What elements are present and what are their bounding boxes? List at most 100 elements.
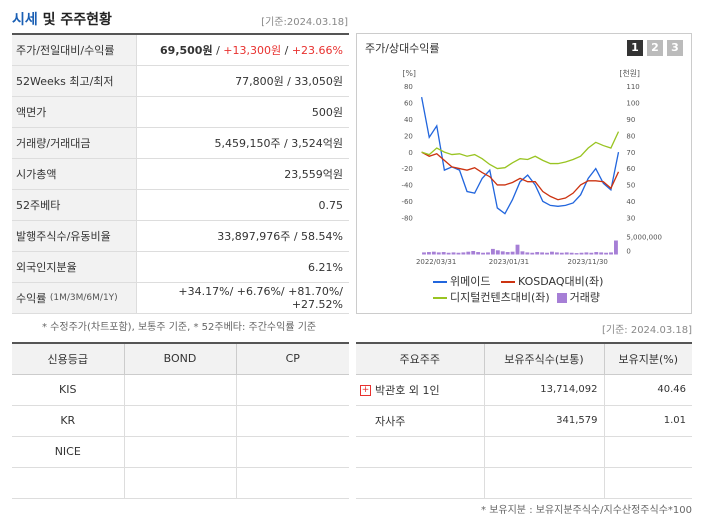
table-row: [356, 467, 692, 499]
table-row: KIS: [12, 374, 349, 406]
volume-bar: [535, 252, 540, 255]
table-row: 거래량/거래대금 5,459,150주 / 3,524억원: [12, 128, 349, 159]
volume-bar: [481, 252, 485, 255]
footnote: * 보유지분 : 보유지분주식수/지수산정주식수*100: [481, 505, 692, 516]
credit-rating-table: 신용등급 BOND CP KIS KR NICE: [12, 342, 349, 499]
right-tick-label: 30: [626, 214, 635, 222]
volume-bar: [574, 253, 579, 255]
series-line-0: [420, 97, 620, 215]
volume-zero-label: 0: [626, 248, 630, 256]
volume-bar: [540, 252, 545, 255]
table-row: 52Weeks 최고/최저 77,800원 / 33,050원: [12, 66, 349, 97]
right-tick-label: 90: [626, 116, 635, 124]
volume-bar: [476, 252, 481, 255]
series-line-1: [421, 151, 620, 201]
volume-bar: [604, 252, 609, 255]
right-tick-label: 60: [626, 165, 635, 173]
major-holders-table: 주요주주 보유주식수(보통) 보유지분(%) + 박관호 외 1인 13,714,…: [356, 342, 692, 499]
x-tick-label: 2022/03/31: [416, 258, 456, 266]
volume-bar: [422, 252, 426, 255]
right-tick-label: 50: [626, 182, 635, 190]
volume-bar: [614, 240, 618, 255]
expand-icon[interactable]: +: [360, 385, 371, 396]
x-tick-label: 2023/11/30: [568, 258, 608, 266]
volume-bar: [520, 251, 525, 255]
volume-bar: [599, 252, 604, 255]
left-tick-label: 80: [404, 83, 413, 91]
base-date: [기준:2024.03.18]: [261, 17, 348, 28]
left-tick-label: -20: [401, 165, 412, 173]
volume-bar: [486, 252, 490, 255]
volume-bar: [515, 244, 520, 255]
volume-bar: [525, 252, 530, 255]
right-tick-label: 40: [626, 198, 635, 206]
volume-bar: [466, 251, 471, 255]
x-tick-label: 2023/01/31: [489, 258, 529, 266]
legend-item: KOSDAQ대비(좌): [500, 275, 603, 288]
right-axis-label: [천원]: [619, 68, 640, 78]
volume-bar: [495, 250, 500, 255]
volume-bar: [594, 252, 599, 255]
table-row: 외국인지분율 6.21%: [12, 252, 349, 283]
volume-bar: [510, 251, 515, 255]
left-tick-label: -40: [401, 182, 412, 190]
volume-bar: [584, 252, 589, 255]
volume-bar: [545, 252, 549, 255]
table-row: 52주베타 0.75: [12, 190, 349, 221]
left-tick-label: -60: [401, 198, 412, 206]
volume-bar: [559, 252, 564, 255]
volume-tick-label: 5,000,000: [626, 234, 662, 242]
table-row: [356, 436, 692, 468]
series-line-2: [421, 131, 620, 170]
left-tick-label: -80: [401, 214, 412, 222]
left-tick-label: 60: [404, 100, 413, 108]
table-row: 발행주식수/유동비율 33,897,976주 / 58.54%: [12, 221, 349, 252]
table-row: KR: [12, 405, 349, 437]
right-tick-label: 110: [626, 83, 639, 91]
volume-bar: [554, 252, 559, 255]
volume-bar: [446, 252, 451, 255]
volume-bar: [500, 251, 505, 255]
left-axis-label: [%]: [402, 69, 416, 78]
chart-page-1[interactable]: 1: [627, 40, 643, 56]
right-tick-label: 80: [626, 132, 635, 140]
volume-bar: [589, 252, 594, 255]
left-tick-label: 0: [408, 149, 412, 157]
footnote: * 수정주가(차트포함), 보통주 기준, * 52주베타: 주간수익률 기준: [42, 322, 317, 333]
volume-bar: [441, 252, 446, 255]
volume-bar: [456, 252, 461, 255]
table-row: [12, 467, 349, 499]
summary-table: 주가/전일대비/수익률 69,500원 / +13,300원 / +23.66%…: [12, 33, 349, 314]
chart-title: 주가/상대수익률: [365, 42, 440, 55]
volume-bar: [431, 251, 436, 255]
table-row: 주가/전일대비/수익률 69,500원 / +13,300원 / +23.66%: [12, 35, 349, 66]
volume-bar: [451, 252, 456, 255]
legend-item: 위메이드: [433, 275, 490, 288]
volume-bar: [471, 251, 476, 255]
left-tick-label: 40: [404, 116, 413, 124]
volume-bar: [505, 252, 510, 255]
chart-page-2[interactable]: 2: [647, 40, 663, 56]
table-row: + 박관호 외 1인 13,714,092 40.46: [356, 374, 692, 406]
volume-bar: [530, 252, 535, 255]
table-row: NICE: [12, 436, 349, 468]
volume-bar: [426, 252, 431, 255]
volume-bar: [609, 252, 613, 255]
holders-date: [기준: 2024.03.18]: [601, 325, 692, 336]
legend-item: 거래량: [556, 291, 600, 304]
price-chart: [%] [천원] 80 60 40 20 0 -20 -40 -60 -80 110 100 90 80 70…: [401, 68, 662, 266]
chart-page-3[interactable]: 3: [667, 40, 683, 56]
section-title: 시세 및 주주현황: [12, 12, 112, 28]
volume-bar: [569, 252, 574, 255]
volume-bar: [579, 252, 584, 255]
table-row: 시가총액 23,559억원: [12, 159, 349, 190]
legend-item: 디지털컨텐츠대비(좌): [433, 291, 550, 304]
table-row: 액면가 500원: [12, 97, 349, 128]
volume-bar: [550, 251, 554, 255]
table-row: 자사주 341,579 1.01: [356, 405, 692, 437]
table-row: 수익률 (1M/3M/6M/1Y) +34.17%/ +6.76%/ +81.70…: [12, 283, 349, 314]
left-tick-label: 20: [404, 132, 413, 140]
volume-bar: [436, 252, 441, 255]
volume-bar: [490, 248, 495, 255]
